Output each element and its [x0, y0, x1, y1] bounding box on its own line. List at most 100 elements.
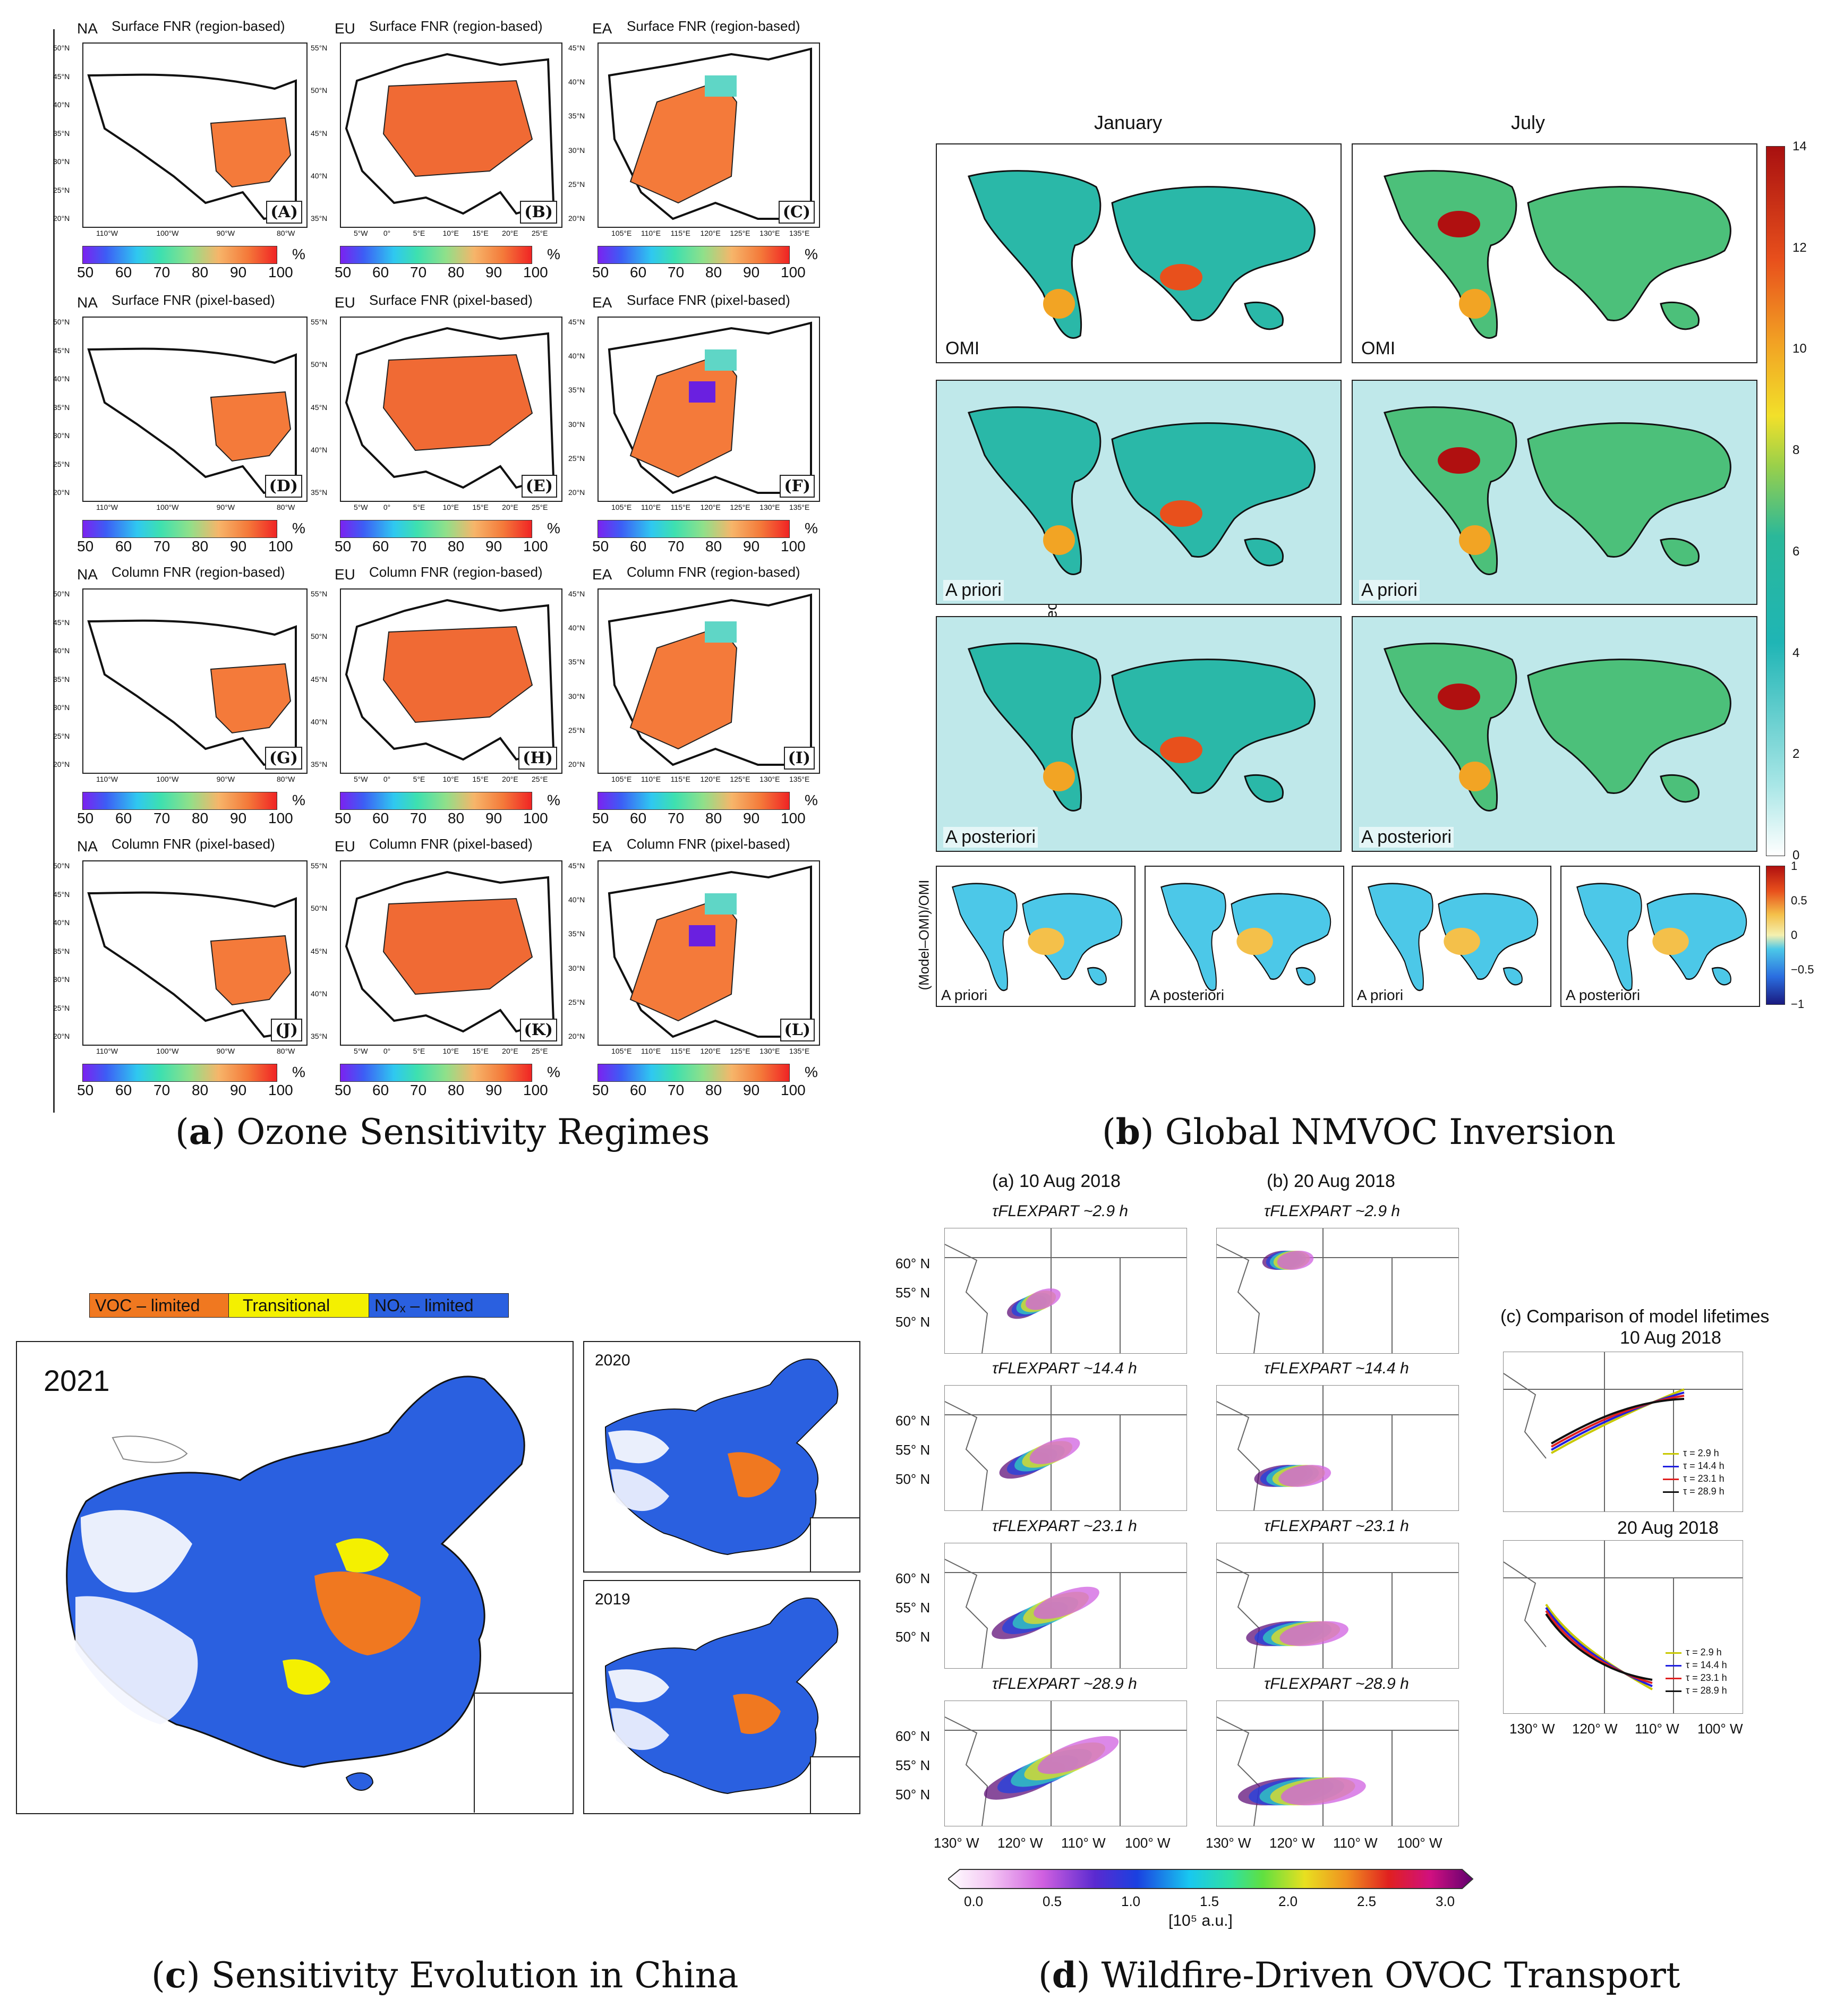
fnr-map-eu-4: (K): [340, 860, 562, 1046]
diff-map-2: A posteriori: [1145, 866, 1344, 1007]
lat-tick: 30°N: [53, 703, 70, 712]
china-map-2019: 2019: [583, 1580, 860, 1814]
lat-tick: 45°N: [568, 44, 585, 52]
lat-tick: 20°N: [568, 214, 585, 223]
lifetime-legend-item: τ = 28.9 h: [1666, 1685, 1727, 1696]
region-label: EU: [335, 838, 355, 855]
lat-tick: 45°N: [311, 403, 328, 412]
lat-tick: 25°N: [53, 185, 70, 194]
comparison-date-1: 10 Aug 2018: [1620, 1328, 1721, 1348]
row-title: Column FNR (region-based): [369, 564, 543, 580]
lon-tick: 100° W: [1697, 1721, 1743, 1737]
colorbar-tick: 100: [523, 264, 548, 280]
colorbar-tick: 60: [372, 264, 389, 280]
region-label: NA: [77, 294, 98, 311]
row-label: OMI: [1359, 338, 1398, 359]
row-label: A priori: [1359, 580, 1420, 601]
lat-tick: 60° N: [895, 1570, 930, 1586]
colorbar-tick: 70: [410, 1082, 427, 1098]
lat-tick: 30°N: [568, 963, 585, 972]
lon-tick: 80°W: [277, 229, 295, 237]
hcho-tick: 8: [1792, 443, 1800, 458]
lon-tick: 25°E: [532, 503, 548, 511]
lon-tick: 100° W: [1125, 1835, 1171, 1851]
colorbar-tick: 90: [743, 264, 760, 280]
colorbar-unit: %: [547, 246, 560, 262]
lat-tick: 50°N: [311, 904, 328, 913]
lon-tick: 100°W: [156, 775, 179, 783]
lat-tick: 40°N: [311, 989, 328, 998]
lon-tick: 135°E: [789, 1047, 810, 1055]
colorbar-tick: 100: [268, 538, 293, 554]
lat-tick: 60° N: [895, 1255, 930, 1271]
fnr-colorbar: [597, 792, 790, 810]
row-title: Surface FNR (region-based): [112, 18, 285, 34]
col-title-20aug: (b) 20 Aug 2018: [1267, 1171, 1395, 1191]
fnr-map-ea-1: (C): [597, 42, 820, 228]
legend-swatch: [1666, 1664, 1681, 1667]
fnr-map-na-2: (D): [82, 317, 308, 502]
lat-tick: 35°N: [311, 214, 328, 223]
hcho-map-3-1: A posteriori: [936, 616, 1342, 852]
lat-tick: 50° N: [895, 1314, 930, 1330]
year-2019: 2019: [595, 1591, 630, 1608]
lon-tick: 115°E: [670, 229, 690, 237]
lifetime-legend-item: τ = 2.9 h: [1663, 1448, 1719, 1459]
lon-tick: 135°E: [789, 503, 810, 511]
lon-tick: 120° W: [997, 1835, 1043, 1851]
lon-tick: 110°W: [96, 775, 118, 783]
panel-letter: (K): [519, 1019, 557, 1041]
hcho-tick: 0: [1792, 848, 1800, 862]
colorbar-tick: 80: [192, 264, 209, 280]
diff-tick: 0.5: [1791, 894, 1807, 907]
lon-tick: 130°E: [759, 503, 780, 511]
colorbar-unit: %: [805, 520, 818, 536]
region-label: EU: [335, 294, 355, 311]
colorbar-tick: 80: [192, 538, 209, 554]
colorbar-unit: %: [292, 792, 305, 808]
colorbar-tick: 60: [115, 264, 132, 280]
fnr-map-na-1: (A): [82, 42, 308, 228]
lat-tick: 25°N: [53, 731, 70, 740]
hcho-map-2-1: A priori: [936, 380, 1342, 605]
lon-tick: 10°E: [442, 775, 459, 783]
lat-tick: 25°N: [53, 459, 70, 468]
legend-text: τ = 28.9 h: [1686, 1685, 1727, 1696]
diff-label: A priori: [1357, 987, 1404, 1003]
legend-text: τ = 2.9 h: [1683, 1448, 1719, 1458]
china-map-2020: 2020: [583, 1341, 860, 1573]
hcho-tick: 2: [1792, 747, 1800, 762]
fnr-colorbar: [82, 792, 277, 810]
colorbar-tick: 80: [705, 264, 722, 280]
lon-tick: 120°E: [700, 503, 721, 511]
colorbar-tick: 80: [448, 1082, 465, 1098]
lon-tick: 110° W: [1635, 1721, 1679, 1737]
colorbar-tick: 100: [781, 1082, 806, 1098]
legend-swatch: [1666, 1690, 1681, 1692]
lon-tick: 100°W: [156, 503, 179, 511]
legend-text: τ = 14.4 h: [1686, 1660, 1727, 1670]
panel-letter: (L): [780, 1019, 815, 1041]
colorbar-tick: 80: [448, 538, 465, 554]
lat-tick: 20°N: [53, 760, 70, 768]
lat-tick: 30°N: [568, 146, 585, 155]
lat-tick: 40°N: [53, 918, 70, 927]
comparison-title: (c) Comparison of model lifetimes: [1500, 1306, 1770, 1327]
lat-tick: 35°N: [311, 760, 328, 768]
legend-swatch: [1666, 1652, 1681, 1654]
colorbar-tick: 80: [192, 1082, 209, 1098]
lon-tick: 10°E: [442, 229, 459, 237]
flexpart-map-2-1: [944, 1385, 1187, 1511]
colorbar-tick: 90: [230, 1082, 247, 1098]
colorbar-unit: %: [292, 1064, 305, 1080]
flexpart-map-2-2: [1216, 1385, 1459, 1511]
lat-tick: 50° N: [895, 1787, 930, 1803]
flexpart-colorbar: [948, 1869, 1474, 1889]
colorbar-tick: 50: [77, 810, 94, 826]
region-label: EU: [335, 566, 355, 583]
inset-south-sea-2020: [810, 1517, 859, 1571]
region-label: NA: [77, 838, 98, 855]
lon-tick: 110°E: [641, 775, 661, 783]
fnr-map-eu-1: (B): [340, 42, 562, 228]
lon-tick: 110°W: [96, 229, 118, 237]
